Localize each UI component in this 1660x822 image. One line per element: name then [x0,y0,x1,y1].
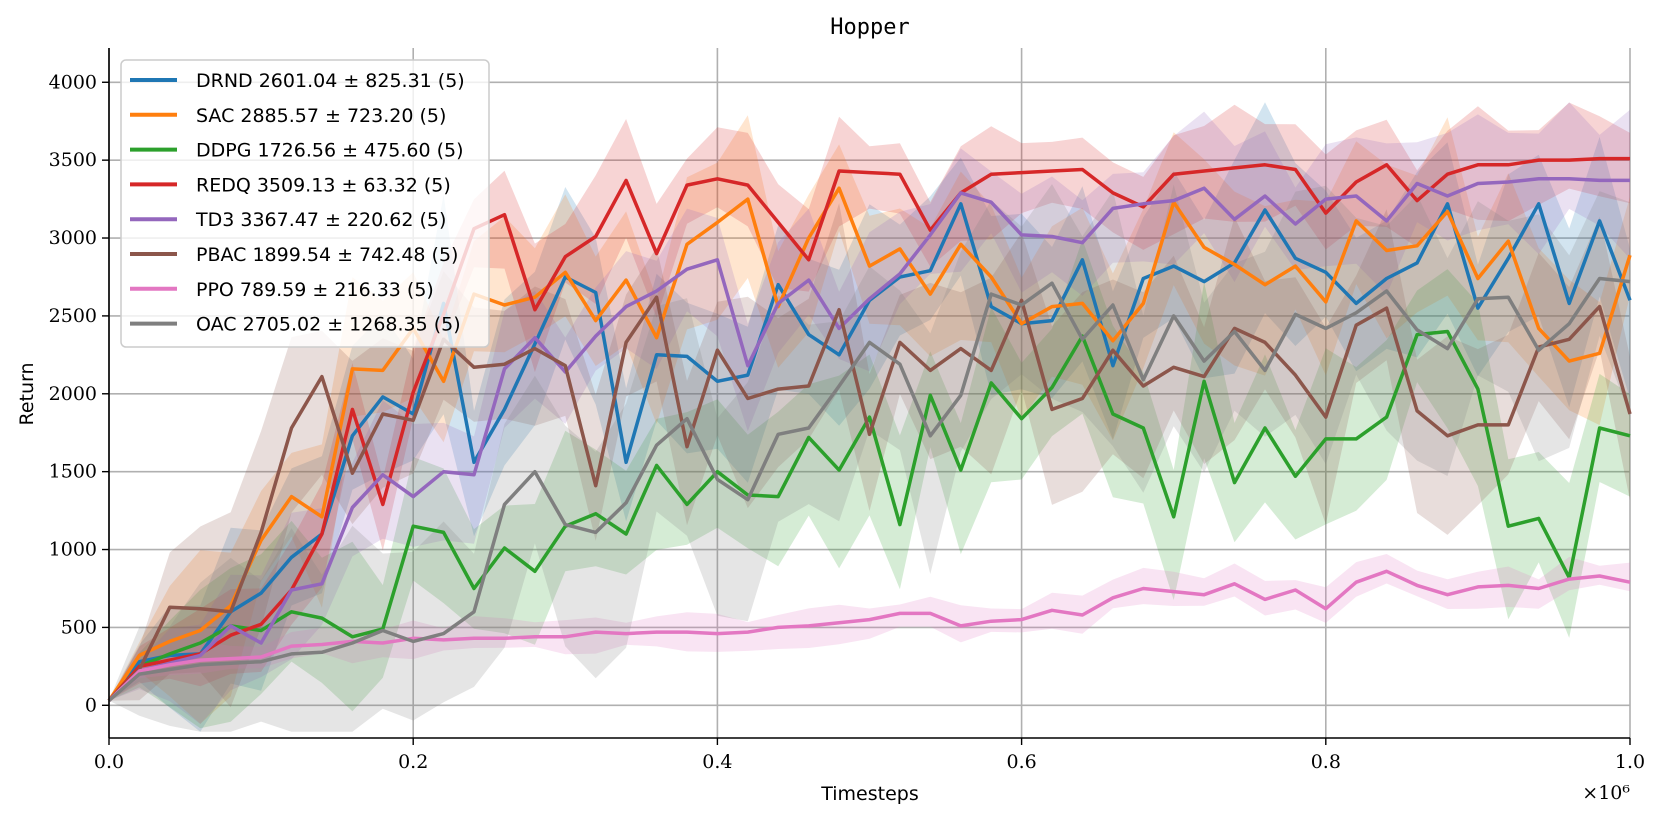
legend-label-ddpg: DDPG 1726.56 ± 475.60 (5) [196,140,463,162]
x-tick-label: 1.0 [1615,751,1645,773]
band-oac [109,184,1630,732]
x-tick-label: 0.0 [94,751,124,773]
line-sac [107,186,1632,702]
line-ddpg [107,329,1631,702]
x-tick-label: 0.6 [1006,751,1036,773]
x-axis-label: Timesteps [820,783,919,805]
y-tick-label: 3000 [49,227,97,249]
y-tick-label: 2500 [49,305,97,327]
legend-label-sac: SAC 2885.57 ± 723.20 (5) [196,105,446,127]
y-tick-label: 4000 [49,71,97,93]
line-redq [107,156,1630,702]
axes [108,48,1630,739]
line-ppo [107,569,1631,702]
legend-label-oac: OAC 2705.02 ± 1268.35 (5) [196,314,461,336]
legend: DRND 2601.04 ± 825.31 (5) SAC 2885.57 ± 7… [120,59,490,348]
legend-label-redq: REDQ 3509.13 ± 63.32 (5) [196,174,451,196]
legend-label-drnd: DRND 2601.04 ± 825.31 (5) [196,70,465,92]
y-axis-label: Return [16,362,38,425]
legend-label-td3: TD3 3367.47 ± 220.62 (5) [195,209,446,231]
line-pbac [107,295,1632,702]
line-oac [107,276,1631,702]
y-tick-label: 3500 [49,149,97,171]
x-tick-label: 0.8 [1311,751,1341,773]
x-tick-label: 0.4 [702,751,732,773]
series-lines [107,156,1632,702]
line-td3 [107,177,1630,702]
y-tick-label: 500 [61,616,97,638]
chart-title: Hopper [830,15,909,40]
band-ddpg [109,239,1630,729]
y-tick-label: 2000 [49,383,97,405]
legend-label-ppo: PPO 789.59 ± 216.33 (5) [196,279,434,301]
y-tick-label: 1000 [49,539,97,561]
y-tick-label: 0 [85,694,97,716]
y-tick-label: 1500 [49,461,97,483]
x-tick-label: 0.2 [398,751,428,773]
legend-box [120,59,490,348]
band-drnd [109,102,1630,732]
legend-label-pbac: PBAC 1899.54 ± 742.48 (5) [196,244,458,266]
x-multiplier-label: ×10⁶ [1582,782,1630,804]
ticks: 0.0 0.2 0.4 0.6 0.8 1.0 0 500 1000 1500 2000 2500 30… [49,71,1645,773]
